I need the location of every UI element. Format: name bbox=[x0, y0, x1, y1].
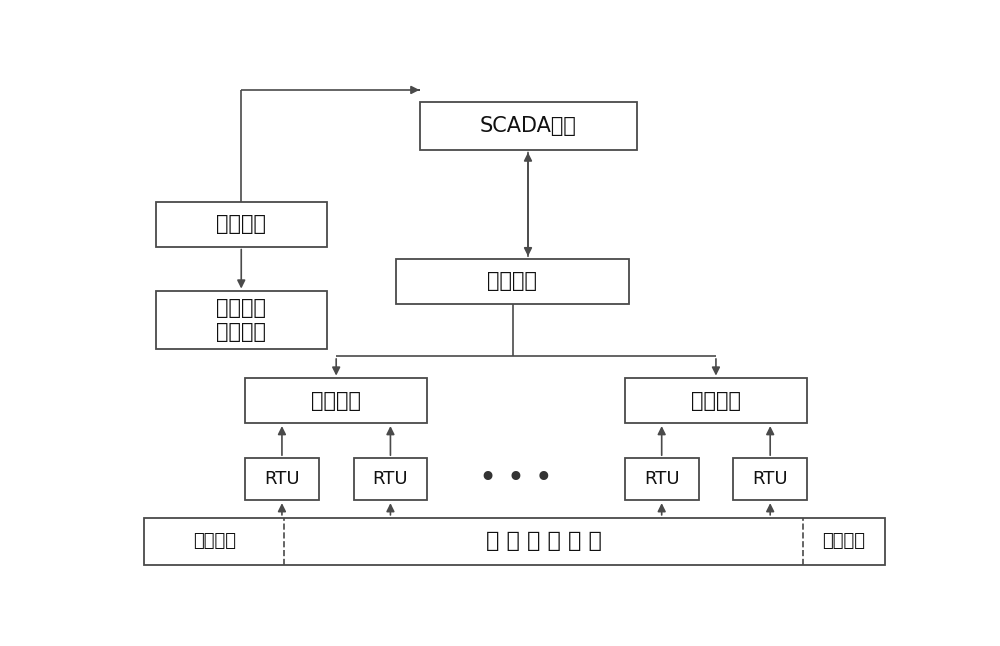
Text: RTU: RTU bbox=[264, 470, 300, 488]
Text: 通讯基站: 通讯基站 bbox=[311, 391, 361, 411]
FancyBboxPatch shape bbox=[245, 379, 427, 423]
FancyBboxPatch shape bbox=[396, 259, 629, 304]
Text: 长 输 油 气 管 道: 长 输 油 气 管 道 bbox=[486, 532, 601, 552]
Text: RTU: RTU bbox=[752, 470, 788, 488]
Text: RTU: RTU bbox=[373, 470, 408, 488]
Text: RTU: RTU bbox=[644, 470, 680, 488]
Text: 保护首端: 保护首端 bbox=[193, 532, 236, 550]
Text: 站控系统: 站控系统 bbox=[216, 214, 266, 234]
Text: • • •: • • • bbox=[479, 464, 553, 494]
FancyBboxPatch shape bbox=[733, 458, 807, 500]
FancyBboxPatch shape bbox=[625, 458, 698, 500]
Text: 保护末端: 保护末端 bbox=[822, 532, 865, 550]
Text: 阴极保护
恒电位仪: 阴极保护 恒电位仪 bbox=[216, 298, 266, 342]
FancyBboxPatch shape bbox=[156, 291, 326, 349]
FancyBboxPatch shape bbox=[144, 517, 885, 565]
Text: SCADA系统: SCADA系统 bbox=[480, 116, 576, 136]
FancyBboxPatch shape bbox=[354, 458, 427, 500]
FancyBboxPatch shape bbox=[420, 103, 637, 150]
Text: 云服务器: 云服务器 bbox=[488, 271, 538, 291]
FancyBboxPatch shape bbox=[625, 379, 807, 423]
FancyBboxPatch shape bbox=[245, 458, 319, 500]
FancyBboxPatch shape bbox=[156, 202, 326, 247]
Text: 通讯基站: 通讯基站 bbox=[691, 391, 741, 411]
